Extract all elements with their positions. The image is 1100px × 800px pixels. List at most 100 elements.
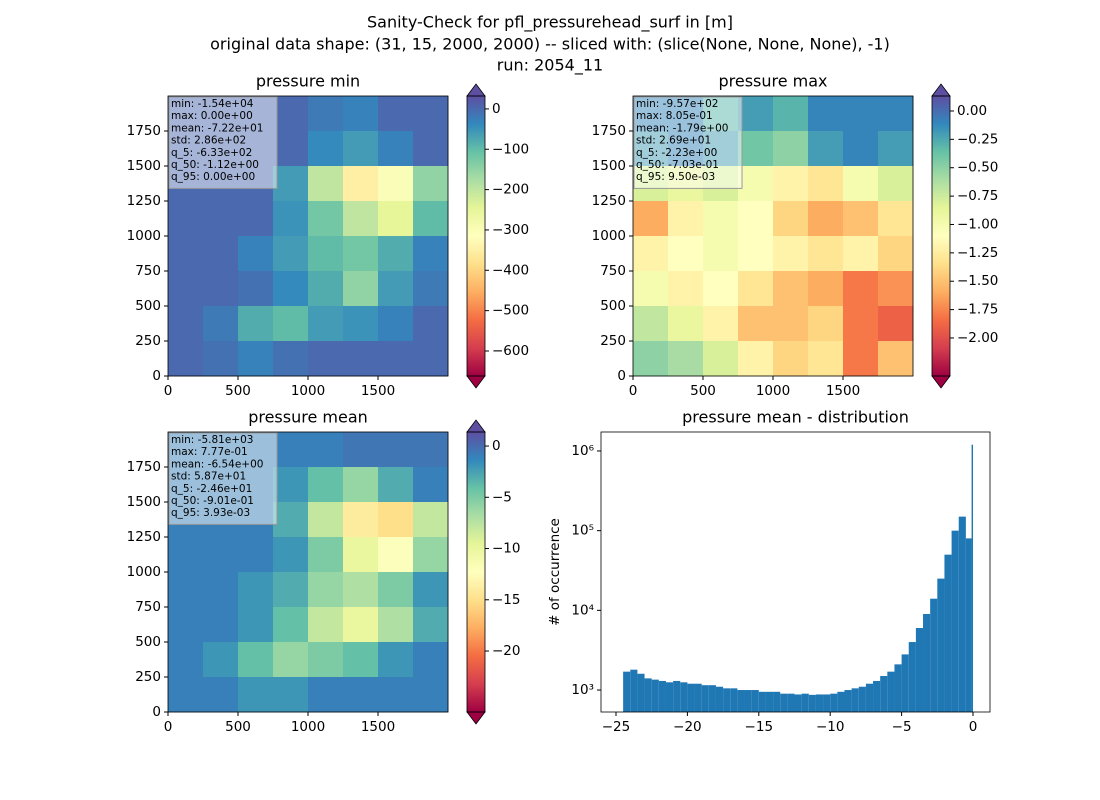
colorbar-tick-label: −1.50 [957,273,998,289]
heatmap-cell [168,236,204,272]
stats-text: q_5: -2.23e+00 [636,147,717,159]
colorbar-tick-label: 0.00 [957,103,987,119]
x-tick-label: 0 [164,383,173,399]
heatmap-cell [343,341,379,377]
heatmap-cell [773,271,809,307]
histogram-bar [858,686,866,712]
stats-text: mean: -7.22e+01 [171,122,263,134]
heatmap-cell [878,341,914,377]
heatmap-cell [273,96,309,132]
colorbar-frame [466,95,486,377]
histogram-bar [908,642,916,712]
heatmap-cell [738,166,774,202]
stats-text: q_50: -1.12e+00 [171,159,259,171]
figure-subtitle: original data shape: (31, 15, 2000, 2000… [210,35,890,54]
heatmap-cell [808,201,844,237]
heatmap-cell [273,502,309,538]
y-tick-label: 1000 [592,228,626,244]
histogram-bar [715,686,724,712]
heatmap-cell [703,236,739,272]
y-tick-label: 1250 [592,193,626,209]
heatmap-cell [168,201,204,237]
figure-subtitle: run: 2054_11 [497,56,603,76]
heatmap-cell [738,201,774,237]
colorbar [932,96,950,376]
heatmap-cell [703,271,739,307]
heatmap-cell [238,271,274,307]
heatmap-cell [273,607,309,643]
heatmap-cell [238,341,274,377]
histogram-bar [851,688,859,712]
heatmap-cell [413,236,449,272]
heatmap-cell [378,341,414,377]
colorbar-tick-label: −2.00 [957,330,998,346]
x-tick-label: 1500 [361,383,395,399]
heatmap-cell [308,166,344,202]
heatmap-cell [878,236,914,272]
heatmap-cell [378,131,414,167]
colorbar-tick-label: −5 [492,489,512,505]
heatmap-cell [668,236,704,272]
heatmap-cell [343,166,379,202]
heatmap-cell [273,677,309,713]
heatmap-cell [413,677,449,713]
x-tick-label: 0 [969,719,978,735]
histogram-bar [873,680,881,712]
heatmap-cell [378,572,414,608]
stats-text: q_95: 9.50e-03 [636,171,715,183]
x-tick-label: 500 [690,383,716,399]
x-tick-label: 1500 [826,383,860,399]
heatmap-cell [343,677,379,713]
histogram-bar [787,693,795,712]
histogram-bar [765,691,774,712]
histogram-bar [651,679,659,712]
x-tick-label: 1000 [291,383,325,399]
heatmap-cell [808,341,844,377]
heatmap-cell [773,166,809,202]
heatmap-cell [343,306,379,342]
histogram-bar [637,673,645,712]
y-tick-label: 1750 [127,459,161,475]
heatmap-cell [273,642,309,678]
heatmap-cell [308,467,344,503]
y-axis-label: # of occurrence [547,518,563,626]
stats-box [633,96,743,189]
heatmap-cell [343,96,379,132]
histogram-bar [801,693,809,712]
heatmap-cell [413,271,449,307]
heatmap-cell [308,432,344,468]
heatmap-cell [738,306,774,342]
heatmap-cell [378,166,414,202]
stats-text: std: 5.87e+01 [171,471,246,483]
colorbar [467,432,485,712]
heatmap-cell [308,96,344,132]
stats-text: q_50: -9.01e-01 [171,495,254,507]
histogram-bar [823,694,831,712]
heatmap-cell [203,271,239,307]
y-tick-label: 750 [135,599,161,615]
stats-text: max: 7.77e-01 [171,446,248,458]
heatmap-cell [168,306,204,342]
heatmap-cell [773,201,809,237]
axes-title: pressure min [256,72,360,91]
histogram-bar [723,688,731,712]
heatmap-cell [168,677,204,713]
heatmap-cell [808,271,844,307]
heatmap-cell [238,201,274,237]
colorbar-tick-label: −0.50 [957,160,998,176]
heatmap-cell [378,432,414,468]
heatmap-cell [308,131,344,167]
heatmap-cell [878,201,914,237]
y-tick-label: 0 [152,368,161,384]
x-tick-label: −25 [602,719,631,735]
axes-frame [600,431,991,713]
stats-text: q_5: -2.46e+01 [171,483,252,495]
histogram-bar [623,671,631,712]
y-tick-label: 0 [617,368,626,384]
colorbar-tick-label: −200 [492,182,529,198]
heatmap-cell [308,607,344,643]
colorbar-tick-label: −1.00 [957,216,998,232]
histogram-bar [887,671,895,712]
heatmap-cell [843,131,879,167]
heatmap-cell [773,341,809,377]
